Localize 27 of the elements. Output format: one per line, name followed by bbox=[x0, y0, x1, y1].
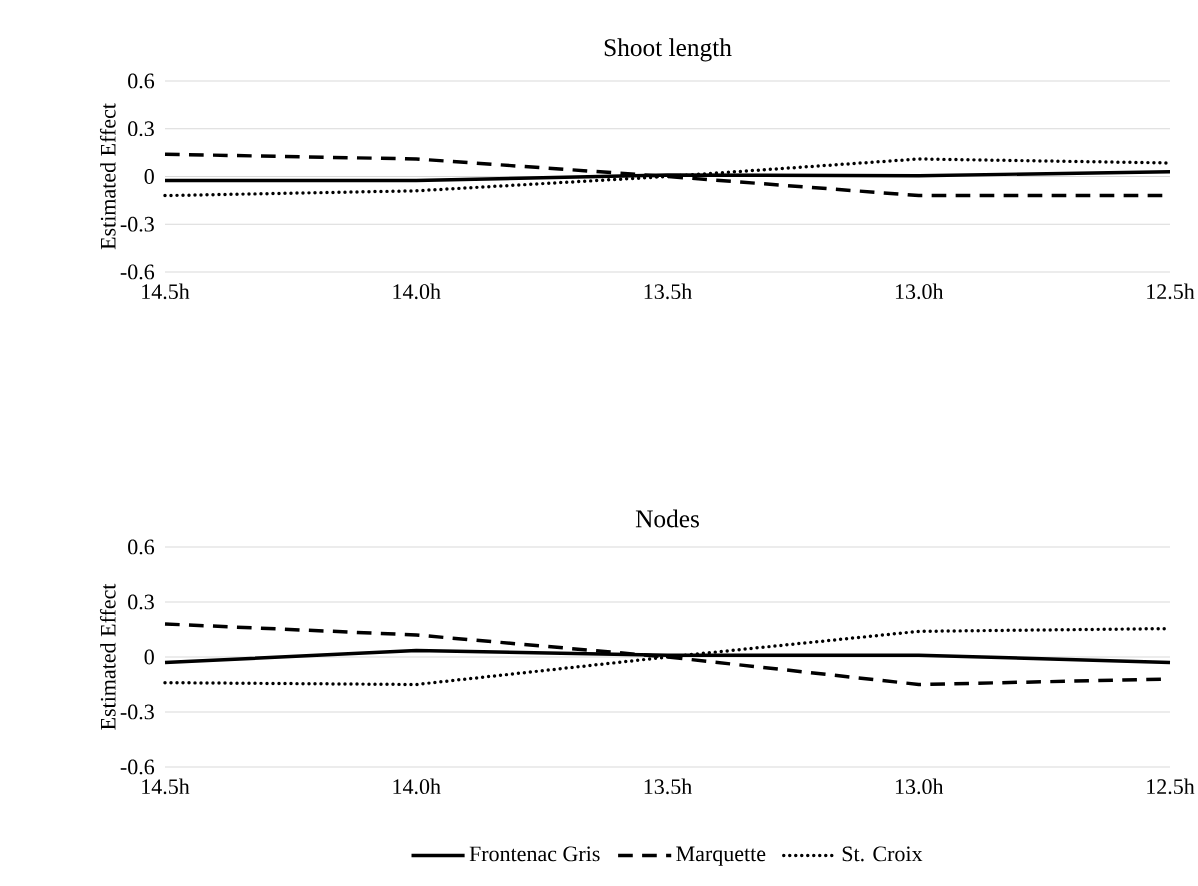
x-tick-label: 14.5h bbox=[142, 778, 190, 795]
y-axis-title: Estimated Effect bbox=[99, 103, 116, 250]
chart-title: Nodes bbox=[635, 509, 699, 528]
y-tick-label: -0.3 bbox=[120, 704, 154, 720]
y-tick-label: 0.6 bbox=[128, 73, 155, 89]
x-tick-label: 14.5h bbox=[142, 283, 190, 300]
x-tick-label: 13.0h bbox=[895, 283, 944, 300]
y-tick-label: -0.6 bbox=[120, 759, 155, 775]
x-tick-label: 12.5h bbox=[1147, 778, 1195, 795]
y-tick-label: -0.3 bbox=[120, 216, 154, 232]
x-tick-label: 13.5h bbox=[644, 283, 692, 300]
legend-label: St. Croix bbox=[842, 846, 923, 862]
x-tick-label: 14.0h bbox=[393, 283, 441, 300]
y-tick-label: -0.6 bbox=[120, 264, 155, 280]
x-tick-label: 12.5h bbox=[1147, 283, 1195, 300]
y-axis-title: Estimated Effect bbox=[99, 583, 116, 730]
y-tick-label: 0 bbox=[144, 169, 154, 184]
x-tick-label: 13.0h bbox=[895, 778, 944, 795]
chart-title: Shoot length bbox=[604, 38, 732, 62]
legend-label: Frontenac Gris bbox=[469, 846, 600, 862]
y-tick-label: 0 bbox=[144, 649, 154, 665]
y-tick-label: 0.3 bbox=[128, 121, 154, 137]
x-tick-label: 13.5h bbox=[644, 778, 692, 795]
x-tick-label: 14.0h bbox=[393, 778, 441, 795]
y-tick-label: 0.6 bbox=[128, 539, 155, 555]
y-tick-label: 0.3 bbox=[128, 594, 154, 610]
legend-label: Marquette bbox=[676, 846, 766, 866]
